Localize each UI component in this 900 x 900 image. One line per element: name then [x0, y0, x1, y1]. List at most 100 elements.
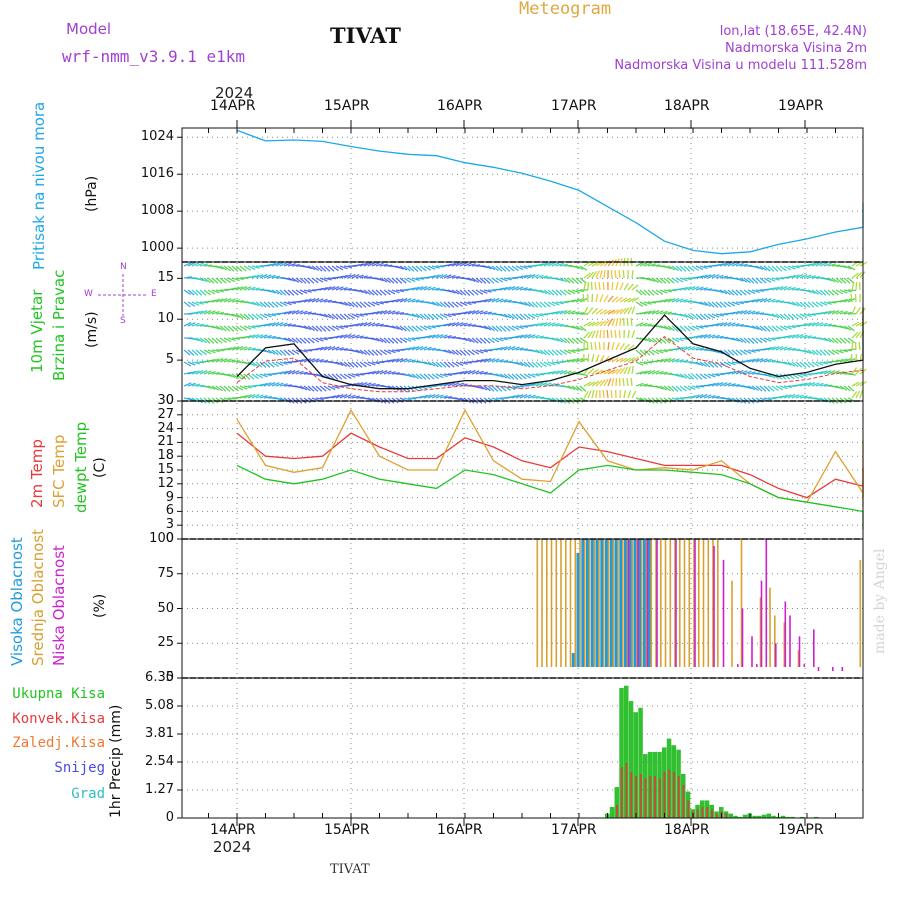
wind-vector: [431, 373, 439, 380]
wind-vector: [767, 287, 776, 291]
wind-vector: [299, 289, 308, 294]
wind-vector: [227, 397, 236, 400]
wind-vector: [663, 337, 671, 344]
wind-vector: [251, 325, 261, 328]
wind-vector: [395, 357, 404, 363]
wind-vector: [247, 334, 256, 339]
wind-vector: [843, 357, 852, 363]
wind-vector: [263, 334, 272, 339]
wind-vector: [207, 277, 215, 284]
wind-vector: [775, 313, 783, 320]
wind-vector: [627, 357, 636, 363]
wind-vector: [591, 354, 595, 363]
wind-vector: [787, 313, 795, 320]
wind-vector: [223, 325, 231, 332]
wind-vector: [499, 325, 507, 332]
wind-vector: [351, 323, 360, 327]
wind-vector: [275, 322, 284, 327]
wind-vector: [279, 370, 288, 375]
wind-vector: [239, 265, 247, 272]
wind-vector: [623, 343, 630, 351]
wind-vector: [703, 361, 711, 368]
wind-vector: [599, 330, 602, 339]
wind-vector: [463, 262, 472, 267]
wind-vector: [275, 289, 283, 296]
wind-vector: [291, 289, 299, 296]
wind-vector: [563, 385, 572, 390]
wind-vector: [375, 262, 384, 267]
wind-vector: [331, 373, 339, 380]
wind-vector: [219, 358, 228, 363]
wind-vector: [595, 380, 603, 387]
wind-vector: [615, 367, 623, 375]
wind-vector: [595, 330, 599, 339]
wind-vector: [539, 301, 547, 308]
wind-vector: [643, 337, 652, 343]
wind-vector: [383, 370, 392, 375]
wind-vector: [451, 321, 460, 327]
wind-vector: [503, 373, 511, 380]
wind-vector: [663, 265, 672, 270]
wind-vector: [247, 286, 256, 291]
wind-vector: [787, 361, 796, 367]
wind-vector: [527, 273, 536, 279]
wind-vector: [359, 275, 368, 279]
wind-vector: [443, 322, 452, 327]
wind-vector: [787, 265, 796, 270]
wind-vector: [187, 370, 196, 375]
wind-vector: [767, 325, 775, 332]
wind-vector: [699, 274, 708, 279]
wind-vector: [755, 312, 764, 315]
wind-vector: [811, 276, 821, 279]
wind-vector: [199, 263, 208, 267]
wind-vector: [787, 393, 796, 399]
wind-vector: [323, 286, 332, 291]
wind-vector: [295, 385, 304, 390]
wind-vector: [583, 281, 587, 291]
wind-vector: [275, 276, 285, 279]
wind-vector: [823, 361, 833, 364]
wind-vector: [851, 391, 858, 399]
wind-vector: [630, 318, 633, 327]
wind-vector: [431, 274, 440, 279]
wind-vector: [683, 277, 692, 281]
wind-vector: [331, 325, 340, 331]
wind-vector: [587, 271, 595, 279]
wind-vector: [751, 349, 760, 352]
wind-vector: [459, 337, 468, 342]
wind-vector: [511, 346, 520, 351]
wind-vector: [211, 337, 219, 344]
wind-vector: [551, 301, 560, 306]
wind-vector: [195, 384, 205, 387]
wind-vector: [275, 301, 283, 308]
wind-vector: [523, 394, 532, 399]
wind-vector: [447, 322, 456, 327]
wind-vector: [451, 349, 459, 356]
wind-vector: [331, 361, 340, 365]
wind-vector: [243, 361, 252, 366]
wind-vector: [515, 347, 524, 351]
wind-vector: [395, 277, 403, 284]
wind-vector: [531, 361, 539, 368]
wind-vector: [527, 334, 536, 339]
total-rain-bar: [780, 815, 786, 818]
wind-vector: [767, 359, 776, 363]
wind-vector: [443, 334, 452, 339]
wind-vector: [223, 373, 232, 378]
wind-vector: [235, 300, 244, 303]
wind-vector: [595, 294, 599, 303]
wind-vector: [335, 347, 344, 351]
wind-vector: [479, 310, 488, 315]
wind-vector: [511, 265, 519, 272]
wind-vector: [747, 277, 755, 284]
wind-vector: [723, 361, 732, 367]
temp-tick-label: 0: [165, 531, 174, 546]
wind-vector: [351, 301, 359, 308]
wind-vector: [183, 361, 192, 367]
wind-vector: [543, 301, 551, 308]
wind-vector: [635, 322, 644, 327]
wind-vector: [339, 286, 348, 291]
wind-vector: [602, 389, 605, 399]
wind-vector: [723, 289, 731, 296]
wind-vector: [555, 289, 563, 296]
